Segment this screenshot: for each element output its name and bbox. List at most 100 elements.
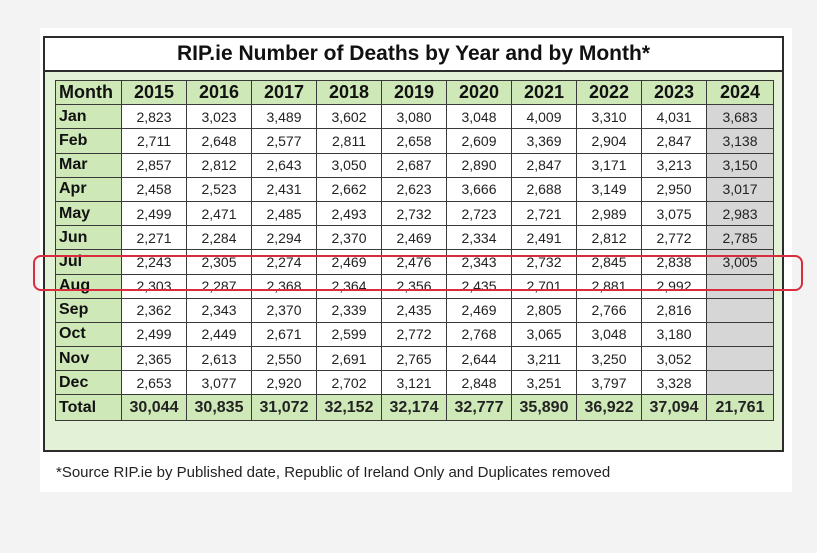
value-cell: 3,080: [381, 104, 447, 130]
value-cell: 2,613: [186, 346, 252, 372]
value-cell: 3,369: [511, 128, 577, 154]
month-label: Feb: [55, 128, 122, 154]
value-cell: 2,732: [511, 249, 577, 275]
value-cell: 2,812: [186, 152, 252, 178]
table-row: Feb 2,711 2,648 2,577 2,811 2,658 2,609 3,369 2,…: [55, 128, 774, 154]
total-cell: 36,922: [576, 394, 642, 422]
table-row: Mar 2,857 2,812 2,643 3,050 2,687 2,890 2,847 3,…: [55, 152, 774, 178]
value-cell: 2,550: [251, 346, 317, 372]
value-cell: 3,180: [641, 321, 707, 348]
value-cell: 3,023: [186, 104, 252, 130]
month-label: Sep: [55, 297, 122, 323]
total-cell: 32,777: [446, 394, 512, 422]
value-cell: 2,303: [121, 273, 187, 299]
value-cell: 2,334: [446, 225, 512, 251]
value-cell: 2,662: [316, 176, 382, 202]
total-cell: 37,094: [641, 394, 707, 422]
value-cell: 2,648: [186, 128, 252, 154]
year-header: 2016: [186, 79, 252, 106]
value-cell: 2,499: [121, 200, 187, 227]
month-label: Jan: [55, 104, 122, 130]
value-cell: 3,050: [316, 152, 382, 178]
value-cell: 2,643: [251, 152, 317, 178]
value-cell: 3,797: [576, 370, 642, 396]
value-cell: 2,368: [251, 273, 317, 299]
value-cell: 2,243: [121, 249, 187, 275]
value-cell: 3,328: [641, 370, 707, 396]
month-label: Apr: [55, 176, 122, 202]
value-cell: 2,732: [381, 200, 447, 227]
value-cell: [706, 273, 774, 299]
value-cell: 2,701: [511, 273, 577, 299]
table-row: Nov 2,365 2,613 2,550 2,691 2,765 2,644 3,211 3,…: [55, 346, 774, 372]
value-cell: 3,171: [576, 152, 642, 178]
table-row: May 2,499 2,471 2,485 2,493 2,732 2,723 2,721 2,…: [55, 200, 774, 227]
value-cell: 2,989: [576, 200, 642, 227]
value-cell: 2,848: [446, 370, 512, 396]
value-cell: 3,150: [706, 152, 774, 178]
value-cell: 2,287: [186, 273, 252, 299]
value-cell: 2,812: [576, 225, 642, 251]
value-cell: 2,523: [186, 176, 252, 202]
value-cell: 2,904: [576, 128, 642, 154]
table-title: RIP.ie Number of Deaths by Year and by M…: [45, 38, 782, 72]
value-cell: 3,138: [706, 128, 774, 154]
value-cell: 2,294: [251, 225, 317, 251]
value-cell: 2,577: [251, 128, 317, 154]
value-cell: 2,609: [446, 128, 512, 154]
value-cell: 2,805: [511, 297, 577, 323]
value-cell: 2,671: [251, 321, 317, 348]
value-cell: 3,211: [511, 346, 577, 372]
value-cell: 3,048: [446, 104, 512, 130]
value-cell: 2,653: [121, 370, 187, 396]
source-footnote: *Source RIP.ie by Published date, Republ…: [56, 464, 611, 481]
value-cell: [706, 321, 774, 348]
value-cell: 2,305: [186, 249, 252, 275]
deaths-table-card: RIP.ie Number of Deaths by Year and by M…: [40, 28, 792, 492]
value-cell: 3,213: [641, 152, 707, 178]
value-cell: 2,811: [316, 128, 382, 154]
month-label: Jul: [55, 249, 122, 275]
table-row: Dec 2,653 3,077 2,920 2,702 3,121 2,848 3,251 3,…: [55, 370, 774, 396]
value-cell: 3,075: [641, 200, 707, 227]
year-header: 2020: [446, 79, 512, 106]
table-frame: RIP.ie Number of Deaths by Year and by M…: [43, 36, 784, 452]
total-cell: 32,174: [381, 394, 447, 422]
value-cell: 2,435: [446, 273, 512, 299]
value-cell: 2,469: [446, 297, 512, 323]
value-cell: 2,362: [121, 297, 187, 323]
value-cell: 2,274: [251, 249, 317, 275]
value-cell: 2,339: [316, 297, 382, 323]
year-header: 2022: [576, 79, 642, 106]
value-cell: 2,469: [316, 249, 382, 275]
header-row: Month 2015 2016 2017 2018 2019 2020 2021…: [55, 79, 774, 106]
value-cell: 3,065: [511, 321, 577, 348]
total-cell: 30,835: [186, 394, 252, 422]
value-cell: 2,691: [316, 346, 382, 372]
year-header: 2023: [641, 79, 707, 106]
value-cell: 2,599: [316, 321, 382, 348]
year-header: 2018: [316, 79, 382, 106]
table-row: Oct 2,499 2,449 2,671 2,599 2,772 2,768 3,065 3,…: [55, 321, 774, 348]
value-cell: 2,271: [121, 225, 187, 251]
value-cell: [706, 297, 774, 323]
value-cell: 3,489: [251, 104, 317, 130]
value-cell: 2,920: [251, 370, 317, 396]
year-header: 2021: [511, 79, 577, 106]
value-cell: 2,458: [121, 176, 187, 202]
value-cell: 2,485: [251, 200, 317, 227]
value-cell: 2,476: [381, 249, 447, 275]
value-cell: 3,683: [706, 104, 774, 130]
total-cell: 30,044: [121, 394, 187, 422]
total-label: Total: [55, 394, 122, 422]
value-cell: 2,469: [381, 225, 447, 251]
table-row: Aug 2,303 2,287 2,368 2,364 2,356 2,435 2,701 2,…: [55, 273, 774, 299]
value-cell: 2,356: [381, 273, 447, 299]
value-cell: 2,435: [381, 297, 447, 323]
value-cell: 2,491: [511, 225, 577, 251]
deaths-table: Month 2015 2016 2017 2018 2019 2020 2021…: [55, 79, 774, 422]
value-cell: 2,847: [511, 152, 577, 178]
value-cell: 3,052: [641, 346, 707, 372]
total-cell: 35,890: [511, 394, 577, 422]
value-cell: 2,857: [121, 152, 187, 178]
